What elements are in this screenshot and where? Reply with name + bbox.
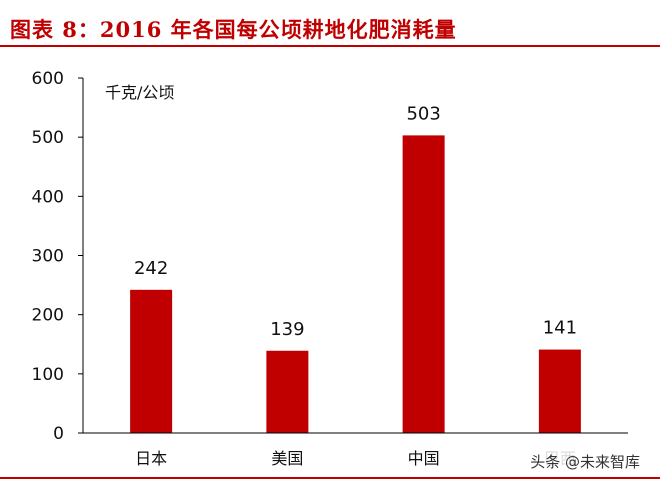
bar-value-label: 503 <box>406 103 440 124</box>
bar <box>538 349 581 433</box>
bar-group <box>130 135 581 433</box>
y-tick-label: 500 <box>32 128 64 148</box>
figure-title: 图表 8：2016 年各国每公顷耕地化肥消耗量 <box>10 17 457 42</box>
x-axis-labels: 日本美国中国巴西 <box>135 449 576 468</box>
bottom-divider <box>0 477 660 479</box>
title-divider <box>0 45 660 47</box>
bar-value-label: 242 <box>134 258 168 279</box>
bar <box>402 135 445 433</box>
bar <box>266 350 309 433</box>
y-axis-ticks: 0 100 200 300 400 500 600 <box>32 69 83 444</box>
watermark: 头条 @未来智库 <box>528 451 642 472</box>
bar-value-label: 141 <box>543 318 577 339</box>
y-tick-label: 300 <box>32 247 64 267</box>
x-category-label: 中国 <box>408 449 440 468</box>
bar <box>130 289 173 433</box>
x-category-label: 日本 <box>135 449 167 468</box>
y-axis-unit-label: 千克/公顷 <box>105 83 174 102</box>
y-tick-label: 100 <box>32 365 64 385</box>
y-tick-label: 0 <box>53 424 64 444</box>
bar-value-label: 139 <box>270 319 304 340</box>
y-tick-label: 600 <box>32 69 64 89</box>
y-tick-label: 400 <box>32 187 64 207</box>
data-label-group: 242 139 503 141 <box>134 103 577 339</box>
x-category-label: 美国 <box>271 449 303 468</box>
y-tick-label: 200 <box>32 306 64 326</box>
